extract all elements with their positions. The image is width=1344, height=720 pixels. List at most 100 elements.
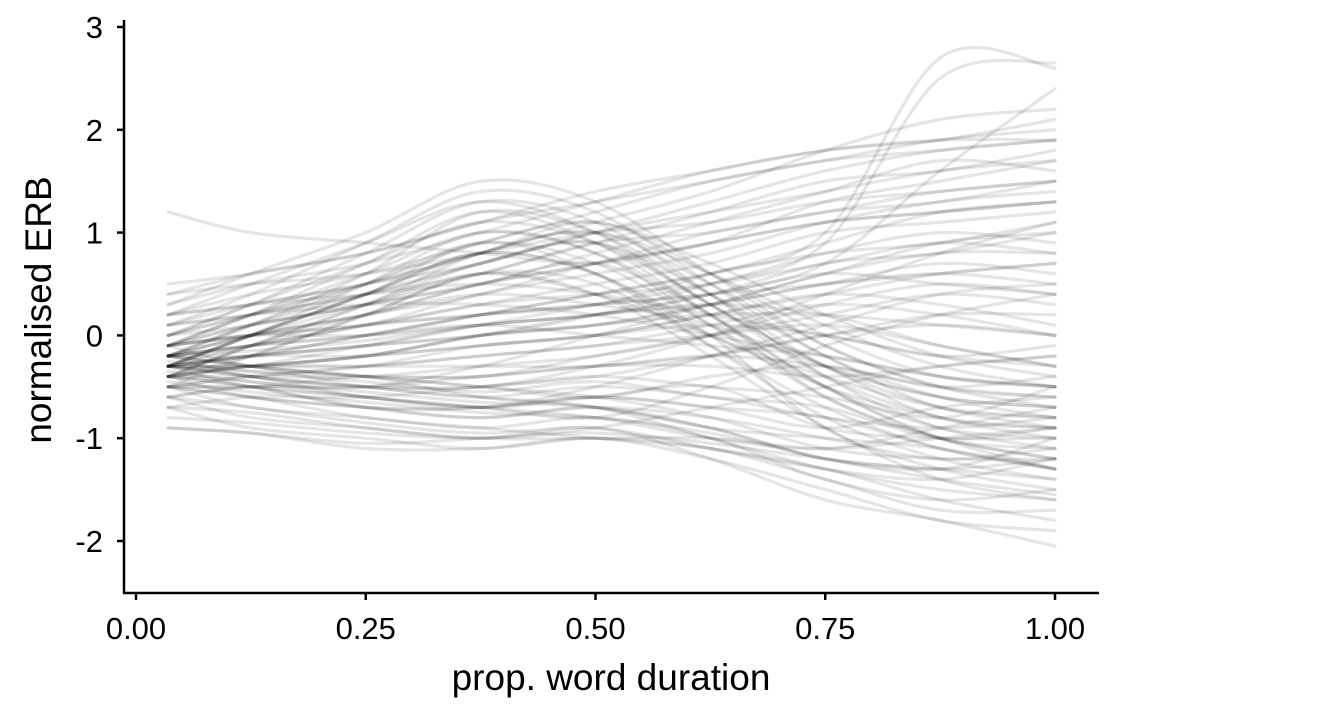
trace-line-52 (166, 230, 1057, 399)
trace-line-58 (166, 220, 1057, 389)
trace-line-19 (166, 354, 1057, 380)
trace-line-23 (166, 200, 1057, 368)
trace-line-90 (166, 354, 1057, 446)
trace-line-43 (166, 250, 1057, 369)
trace-line-77 (166, 261, 1057, 359)
trace-line-37 (166, 220, 1057, 358)
trace-line-60 (166, 198, 1057, 451)
y-tick-label: 2 (86, 113, 103, 148)
trace-line-72 (166, 271, 1057, 358)
trace-line-83 (166, 323, 1057, 368)
trace-line-31 (166, 189, 1057, 358)
trace-line-25 (166, 148, 1057, 348)
trace-line-62 (166, 200, 1057, 430)
x-ticks: 0.00 0.25 0.50 0.75 1.00 (106, 593, 1085, 646)
y-ticks: -2 -1 0 1 2 3 (75, 10, 124, 559)
trace-line-93 (166, 282, 1057, 368)
x-tick-label: 0.25 (336, 611, 396, 646)
trace-line-5 (166, 395, 1057, 548)
trace-line-88 (166, 138, 1057, 286)
y-axis-title: normalised ERB (18, 176, 59, 443)
trace-line-67 (166, 240, 1057, 420)
trace-line-81 (166, 282, 1057, 379)
y-tick-label: -1 (75, 421, 103, 456)
trace-line-13 (166, 364, 1057, 430)
trace-line-41 (166, 159, 1057, 317)
trace-line-70 (166, 292, 1057, 409)
trace-line-47 (166, 250, 1057, 420)
trace-line-36 (166, 230, 1057, 368)
trace-line-54 (166, 208, 1057, 430)
trace-line-75 (166, 292, 1057, 369)
trace-line-64 (166, 250, 1057, 492)
trace-line-10 (166, 385, 1057, 502)
trace-line-95 (166, 231, 1057, 399)
trace-lines (166, 46, 1057, 548)
trace-line-3 (166, 354, 1057, 502)
trace-line-39 (166, 200, 1057, 348)
trace-line-53 (166, 269, 1057, 471)
trace-line-82 (166, 323, 1057, 389)
trace-line-69 (166, 220, 1057, 379)
trace-line-15 (166, 385, 1057, 471)
trace-line-92 (166, 405, 1057, 451)
trace-line-78 (166, 302, 1057, 369)
trace-line-63 (166, 230, 1057, 389)
trace-line-80 (166, 303, 1057, 368)
trace-line-9 (166, 344, 1057, 472)
trace-line-71 (166, 261, 1057, 368)
trace-line-18 (166, 395, 1057, 482)
trace-line-79 (166, 311, 1057, 399)
x-tick-label: 0.00 (106, 611, 166, 646)
trace-line-14 (166, 354, 1057, 420)
trace-line-98 (166, 282, 1057, 412)
trace-line-94 (166, 301, 1057, 389)
trace-line-68 (166, 271, 1057, 502)
trace-line-17 (166, 374, 1057, 451)
trace-line-4 (166, 385, 1057, 522)
y-tick-label: 0 (86, 318, 103, 353)
trace-line-57 (166, 240, 1057, 481)
trace-line-44 (166, 87, 1057, 358)
trace-line-45 (166, 58, 1057, 368)
trace-line-86 (166, 354, 1057, 399)
trace-line-1 (166, 364, 1057, 441)
x-tick-label: 1.00 (1025, 611, 1085, 646)
trace-line-61 (166, 229, 1057, 461)
trace-line-11 (166, 405, 1057, 515)
trace-line-38 (166, 137, 1057, 296)
trace-line-97 (166, 220, 1057, 391)
trace-line-12 (166, 426, 1057, 533)
trace-line-32 (166, 159, 1057, 348)
trace-line-33 (166, 117, 1057, 307)
trace-line-46 (166, 46, 1057, 348)
trace-line-49 (166, 239, 1057, 409)
trace-line-56 (166, 260, 1057, 451)
x-axis-title: prop. word duration (452, 657, 771, 698)
trace-line-76 (166, 323, 1057, 389)
trace-line-50 (166, 230, 1057, 461)
trace-line-2 (166, 374, 1057, 481)
trace-line-74 (166, 241, 1057, 348)
trace-line-16 (166, 364, 1057, 399)
trace-line-29 (166, 231, 1057, 379)
trace-line-21 (166, 380, 1057, 497)
y-tick-label: 1 (86, 216, 103, 251)
trace-line-40 (166, 272, 1057, 379)
y-tick-label: -2 (75, 524, 103, 559)
trace-line-55 (166, 188, 1057, 420)
trace-line-26 (166, 138, 1057, 337)
trace-line-48 (166, 240, 1057, 440)
trace-line-24 (166, 179, 1057, 358)
trace-line-22 (166, 359, 1057, 441)
trace-line-27 (166, 128, 1057, 317)
x-tick-label: 0.75 (795, 611, 855, 646)
trace-line-84 (166, 292, 1057, 390)
trace-line-20 (166, 369, 1057, 471)
x-tick-label: 0.50 (565, 611, 625, 646)
trace-line-73 (166, 311, 1057, 379)
trace-line-59 (166, 271, 1057, 430)
trace-line-7 (166, 354, 1057, 462)
trace-line-51 (166, 220, 1057, 440)
trace-line-34 (166, 261, 1057, 389)
